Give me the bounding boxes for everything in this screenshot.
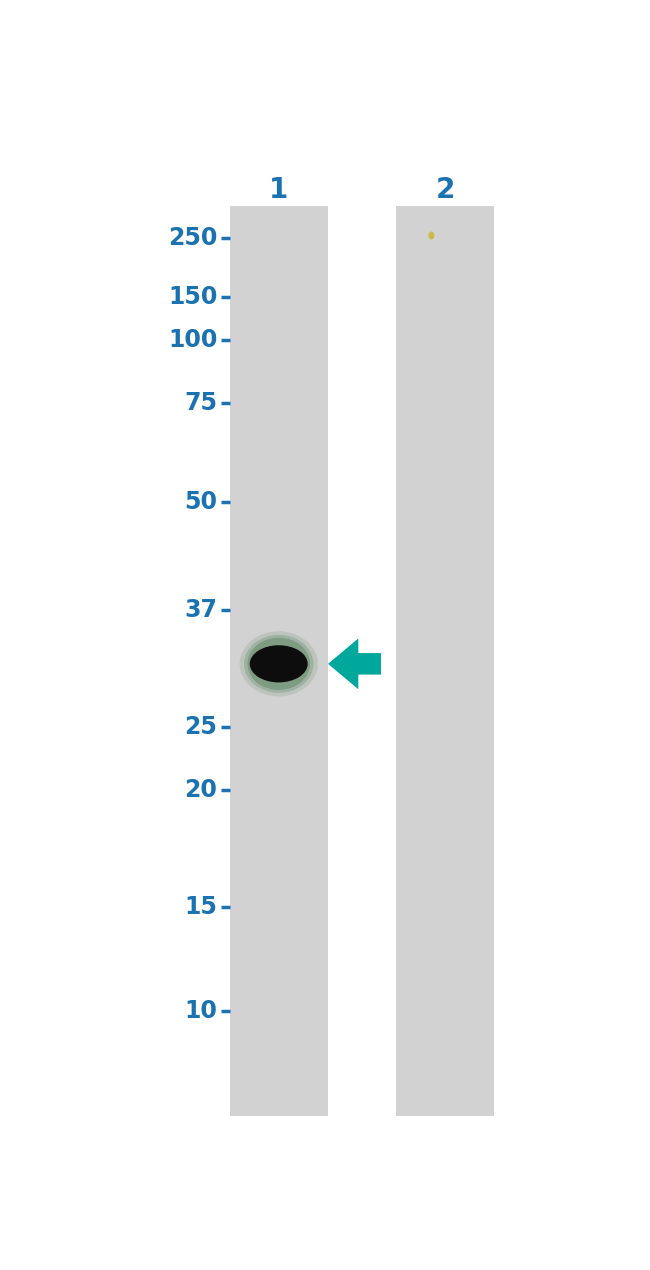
Text: 37: 37 xyxy=(184,598,217,622)
Ellipse shape xyxy=(240,631,318,696)
Text: 150: 150 xyxy=(168,286,217,309)
Text: 75: 75 xyxy=(184,391,217,415)
Ellipse shape xyxy=(248,638,310,690)
Text: 1: 1 xyxy=(269,175,289,203)
Bar xyxy=(396,206,495,1115)
Ellipse shape xyxy=(250,645,307,682)
Text: 25: 25 xyxy=(185,715,217,739)
Ellipse shape xyxy=(244,635,313,693)
Text: 50: 50 xyxy=(184,490,217,514)
Text: 20: 20 xyxy=(185,779,217,801)
Text: 15: 15 xyxy=(185,895,217,919)
Ellipse shape xyxy=(428,231,434,240)
Text: 10: 10 xyxy=(185,999,217,1024)
Text: 100: 100 xyxy=(168,328,217,352)
Bar xyxy=(230,206,328,1115)
Text: 250: 250 xyxy=(168,226,217,250)
Text: 2: 2 xyxy=(436,175,454,203)
Polygon shape xyxy=(328,639,381,690)
